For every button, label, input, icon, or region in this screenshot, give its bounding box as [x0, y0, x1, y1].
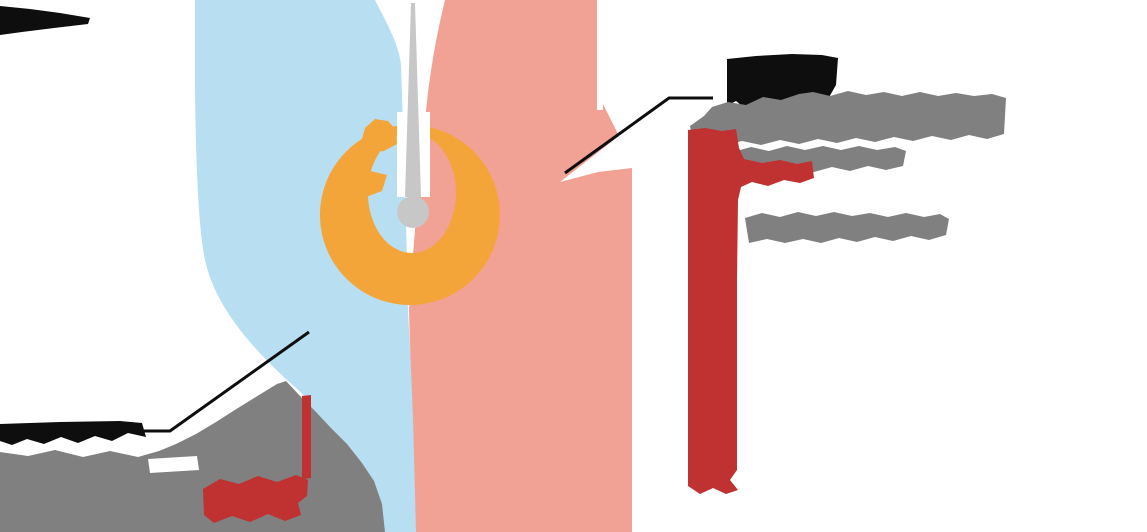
left-value-text-blob: [203, 475, 308, 523]
callout-line-left: [88, 330, 310, 433]
right-value-text-blob: [688, 128, 814, 494]
gauge-hub: [397, 196, 429, 228]
white-slit: [597, 0, 603, 110]
gauge-needle: [405, 3, 421, 197]
left-zone-shape: [195, 0, 416, 532]
left-heading-text-blob: [0, 421, 146, 445]
right-zone-shape: [409, 0, 632, 532]
right-body-row-3-blob: [745, 212, 949, 243]
right-body-row-1-blob: [690, 91, 1006, 147]
gauge-ring: [319, 125, 500, 305]
left-text-gap-1: [148, 456, 199, 473]
top-left-text-wedge-blob: [0, 6, 90, 35]
callout-line-right: [564, 96, 713, 175]
gauge-ring-horn: [360, 119, 397, 152]
gauge-ring-tooth: [366, 170, 387, 197]
left-value-stripe-blob: [302, 395, 311, 479]
